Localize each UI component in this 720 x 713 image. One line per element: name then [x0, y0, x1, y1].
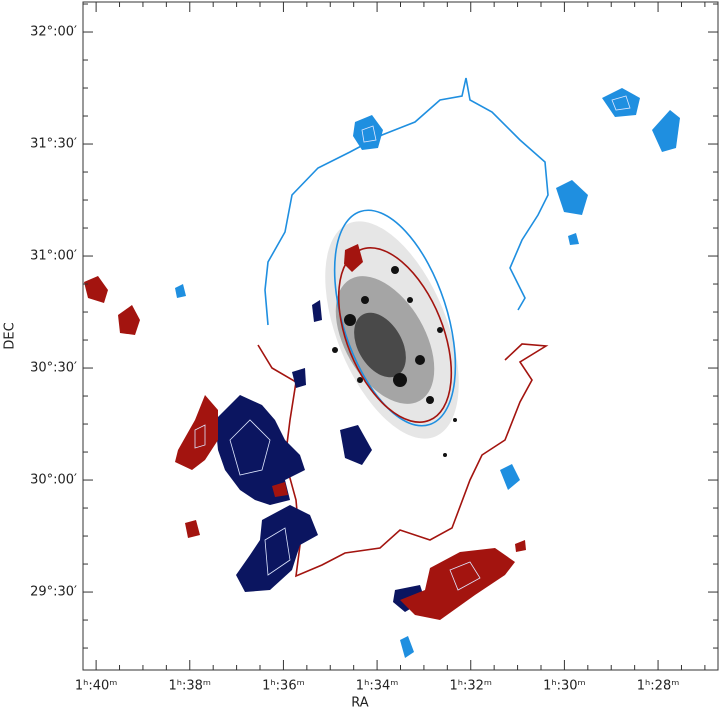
cloud-blue [602, 88, 640, 117]
y-axis-label: DEC [3, 322, 18, 349]
x-tick-label: 1ʰ:38ᵐ [168, 679, 211, 694]
map-layer [84, 77, 680, 658]
y-tick-label: 31°:30′ [30, 137, 77, 152]
x-tick-label: 1ʰ:28ᵐ [637, 679, 680, 694]
x-tick-label: 1ʰ:34ᵐ [356, 679, 399, 694]
x-axis-label: RA [351, 696, 369, 711]
cloud-blue [175, 284, 186, 298]
x-tick-label: 1ʰ:36ᵐ [262, 679, 305, 694]
cloud-navy [236, 505, 318, 592]
inner-outline-red [337, 247, 453, 423]
y-tick-label: 31°:00′ [30, 249, 77, 264]
cloud-blue [568, 233, 579, 245]
cloud-blue [400, 636, 414, 658]
cloud-red [185, 520, 200, 538]
cloud-red [118, 305, 140, 335]
cloud-blue [353, 115, 383, 150]
contour-lines [194, 95, 631, 591]
cloud-blue [500, 464, 520, 490]
x-tick-label: 1ʰ:30ᵐ [543, 679, 586, 694]
outline-blue [264, 77, 549, 326]
galaxy-nucleus [354, 312, 406, 378]
y-tick-label: 30°:30′ [30, 361, 77, 376]
y-tick-label: 29°:30′ [30, 585, 77, 600]
cloud-red [344, 244, 363, 272]
cloud-red [175, 395, 218, 470]
galaxy-knots [332, 266, 457, 457]
cloud-red [400, 548, 515, 620]
cloud-red [84, 276, 108, 303]
inner-outline-blue [333, 209, 457, 427]
cloud-navy [215, 395, 305, 505]
x-tick-label: 1ʰ:32ᵐ [449, 679, 492, 694]
cloud-navy [292, 368, 306, 388]
y-tick-label: 32°:00′ [30, 25, 77, 40]
cloud-blue [652, 110, 680, 152]
cloud-red [515, 540, 526, 552]
cloud-navy [312, 300, 322, 322]
y-tick-label: 30°:00′ [30, 473, 77, 488]
x-tick-label: 1ʰ:40ᵐ [75, 679, 118, 694]
cloud-red [272, 482, 288, 497]
cloud-navy [340, 425, 372, 465]
cloud-blue [556, 180, 588, 215]
